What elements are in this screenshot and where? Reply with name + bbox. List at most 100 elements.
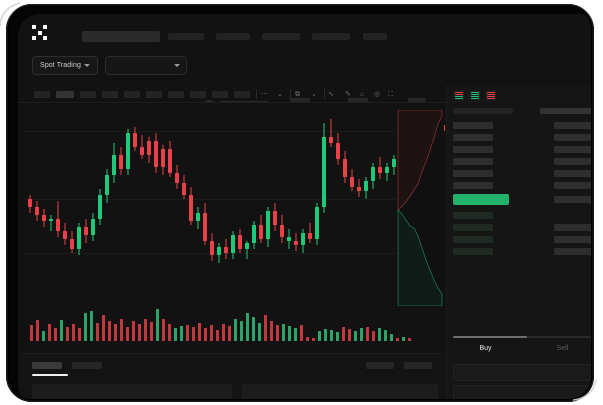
candle-body bbox=[189, 195, 193, 221]
line-chart-icon[interactable]: ∿ bbox=[328, 91, 334, 98]
nav-item-1[interactable] bbox=[168, 33, 204, 40]
bottom-content-panel-left bbox=[32, 384, 232, 399]
nav-item-3[interactable] bbox=[262, 33, 300, 40]
chevron-down-icon bbox=[83, 64, 90, 67]
market-type-label: Spot Trading bbox=[40, 62, 81, 69]
indicator-icon[interactable]: ⋯ bbox=[261, 91, 268, 98]
orderbook-ask-row[interactable] bbox=[453, 158, 493, 165]
nav-item-4[interactable] bbox=[312, 33, 350, 40]
candle-body bbox=[259, 225, 263, 239]
market-type-dropdown[interactable]: Spot Trading bbox=[32, 56, 98, 75]
timeframe-9[interactable] bbox=[212, 91, 228, 98]
okx-logo-glyph bbox=[32, 25, 47, 40]
candle bbox=[224, 103, 228, 293]
orderbook-ask-row[interactable] bbox=[453, 182, 493, 189]
orderbook-ask-row[interactable] bbox=[453, 146, 493, 153]
bottom-tab-order-history[interactable] bbox=[72, 362, 102, 369]
candle bbox=[70, 103, 74, 293]
orderbook-mode-bids-icon[interactable] bbox=[469, 90, 480, 101]
volume-bar bbox=[282, 324, 286, 341]
timeframe-4[interactable] bbox=[102, 91, 118, 98]
tab-buy[interactable]: Buy bbox=[479, 345, 492, 352]
candle-body bbox=[252, 225, 256, 243]
candle-body bbox=[392, 159, 396, 167]
candle bbox=[350, 103, 354, 293]
timeframe-7[interactable] bbox=[168, 91, 184, 98]
order-price-input[interactable] bbox=[453, 364, 591, 381]
orderbook-last-price[interactable] bbox=[453, 194, 509, 205]
candle-body bbox=[147, 141, 151, 155]
candle bbox=[364, 103, 368, 293]
candle-body bbox=[112, 155, 116, 175]
candle bbox=[140, 103, 144, 293]
timeframe-8[interactable] bbox=[190, 91, 206, 98]
volume-histogram bbox=[24, 301, 438, 341]
candle-body bbox=[343, 159, 347, 177]
volume-bar bbox=[66, 327, 70, 341]
candle bbox=[77, 103, 81, 293]
trading-pair-select[interactable] bbox=[105, 56, 187, 75]
search-input[interactable] bbox=[82, 31, 160, 42]
orderbook-ask-row[interactable] bbox=[453, 122, 493, 129]
okx-logo[interactable] bbox=[32, 25, 47, 40]
chevron-down-icon[interactable]: ⌄ bbox=[311, 91, 317, 98]
candle-body bbox=[182, 183, 186, 195]
volume-bar bbox=[402, 337, 406, 341]
volume-bar bbox=[252, 317, 256, 341]
order-amount-input[interactable] bbox=[453, 385, 591, 399]
candle-body bbox=[119, 155, 123, 169]
candle-body bbox=[294, 241, 298, 245]
candle-body bbox=[280, 225, 284, 237]
volume-bar bbox=[150, 322, 154, 341]
orderbook-bid-row[interactable] bbox=[453, 212, 493, 219]
orderbook-mode-asks-icon[interactable] bbox=[485, 90, 496, 101]
bottom-content-panel-right bbox=[242, 384, 438, 399]
orderbook-bid-row[interactable] bbox=[453, 224, 493, 231]
compare-icon[interactable]: ⧉ bbox=[295, 91, 300, 98]
bottom-action-2[interactable] bbox=[404, 362, 432, 369]
chevron-down-icon[interactable]: ⌄ bbox=[277, 91, 283, 98]
timeframe-6[interactable] bbox=[146, 91, 162, 98]
timeframe-1[interactable] bbox=[34, 91, 50, 98]
tab-sell[interactable]: Sell bbox=[556, 345, 569, 352]
orderbook-scrollbar[interactable] bbox=[453, 336, 591, 338]
bottom-action-1[interactable] bbox=[366, 362, 394, 369]
candle-body bbox=[231, 235, 235, 253]
candle bbox=[147, 103, 151, 293]
volume-bar bbox=[234, 319, 238, 341]
orderbook-ask-row[interactable] bbox=[453, 134, 493, 141]
pencil-icon[interactable]: ✎ bbox=[345, 91, 351, 98]
volume-bar bbox=[330, 330, 334, 341]
orderbook-mode-both-icon[interactable] bbox=[453, 90, 464, 101]
candle-body bbox=[154, 141, 158, 167]
candle bbox=[35, 103, 39, 293]
nav-item-5[interactable] bbox=[363, 33, 387, 40]
candle bbox=[203, 103, 207, 293]
candle bbox=[175, 103, 179, 293]
candle-body bbox=[91, 219, 95, 235]
timeframe-2[interactable] bbox=[56, 91, 74, 98]
candle-body bbox=[350, 177, 354, 187]
timeframe-5[interactable] bbox=[124, 91, 140, 98]
orderbook-ask-row[interactable] bbox=[453, 170, 493, 177]
toolbar-divider bbox=[324, 89, 325, 99]
candle-wick bbox=[246, 241, 248, 259]
timeframe-3[interactable] bbox=[80, 91, 96, 98]
orderbook-bid-row[interactable] bbox=[453, 248, 493, 255]
fullscreen-icon[interactable]: ⛶ bbox=[388, 91, 393, 98]
candle-wick bbox=[50, 215, 52, 231]
candle-body bbox=[385, 167, 389, 173]
candle bbox=[315, 103, 319, 293]
settings-icon[interactable]: ◎ bbox=[374, 91, 381, 98]
camera-icon[interactable]: ⌂ bbox=[360, 91, 365, 98]
price-chart[interactable] bbox=[18, 103, 445, 353]
timeframe-10[interactable] bbox=[234, 91, 250, 98]
order-book-panel: Buy Sell bbox=[446, 86, 591, 399]
bottom-tab-open-orders[interactable] bbox=[32, 362, 62, 369]
volume-bar bbox=[180, 326, 184, 341]
orderbook-bid-row[interactable] bbox=[453, 236, 493, 243]
volume-bar bbox=[174, 328, 178, 341]
nav-item-2[interactable] bbox=[216, 33, 250, 40]
volume-bar bbox=[60, 320, 64, 341]
candle-body bbox=[301, 233, 305, 245]
